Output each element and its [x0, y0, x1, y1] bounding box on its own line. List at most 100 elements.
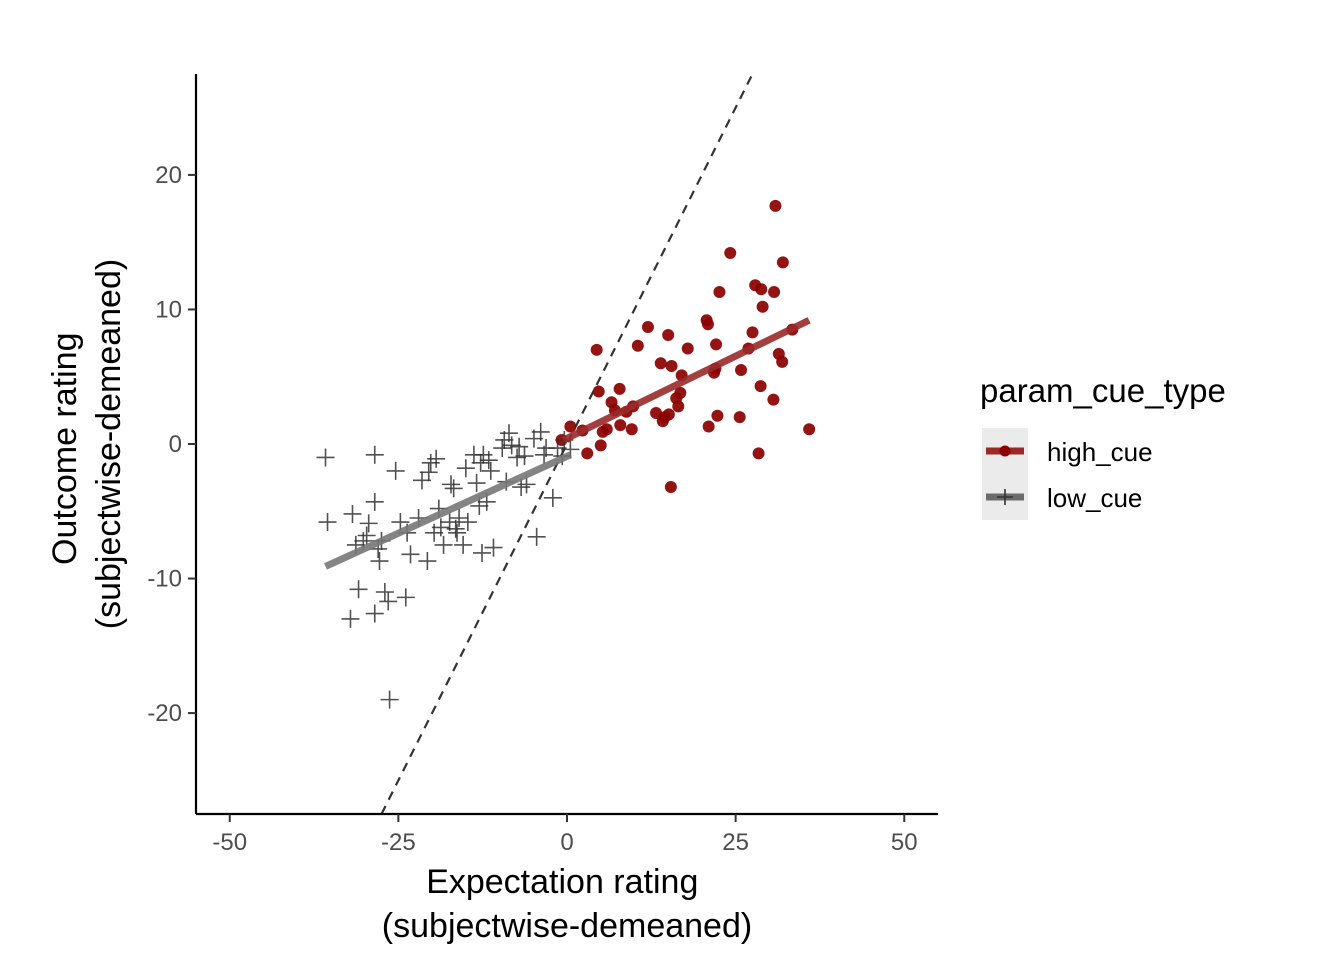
high-cue-point	[662, 329, 675, 342]
high-cue-point	[613, 382, 626, 395]
x-axis-title-line-2: (subjectwise-demeaned)	[382, 907, 752, 945]
fit-lines-layer	[324, 317, 811, 570]
low-cue-point	[343, 504, 362, 523]
low-cue-point	[543, 488, 562, 507]
legend-label-low-cue: low_cue	[1047, 483, 1142, 513]
high-cue-point	[625, 423, 638, 436]
high-cue-point	[592, 385, 605, 398]
high-cue-point	[662, 408, 675, 421]
legend: param_cue_type high_cue low_cue	[980, 372, 1226, 520]
high-cue-point	[654, 357, 667, 370]
low-cue-point	[448, 523, 467, 542]
low-cue-point	[316, 448, 335, 467]
y-tick-label: 10	[155, 296, 182, 323]
high-cue-point	[756, 300, 769, 313]
y-tick-label: 20	[155, 162, 182, 189]
high-cue-point	[735, 364, 748, 376]
x-tick-label: 50	[891, 829, 918, 856]
legend-high-cue-marker	[999, 445, 1011, 457]
low-cue-point	[427, 449, 446, 468]
legend-key-low-cue	[986, 489, 1024, 505]
high-cue-point	[767, 393, 780, 406]
high-cue-fit-line	[562, 317, 811, 444]
low-cue-point	[484, 538, 503, 557]
y-axis-title-line-2: (subjectwise-demeaned)	[90, 259, 128, 629]
low-cue-point	[531, 422, 550, 441]
high-cue-point	[702, 420, 715, 433]
x-axis-ticks: -50 -25 0 25 50	[212, 814, 918, 856]
low-cue-point	[380, 690, 399, 709]
low-cue-point	[349, 580, 368, 599]
low-cue-point	[508, 448, 527, 467]
low-cue-point	[418, 552, 437, 571]
low-cue-point	[467, 474, 486, 493]
low-cue-point	[454, 535, 473, 554]
low-cue-point	[421, 453, 440, 472]
high-cue-point	[664, 481, 677, 494]
high-cue-point	[600, 423, 613, 436]
low-cue-point	[434, 535, 453, 554]
low-cue-point	[446, 519, 465, 538]
low-cue-point	[444, 479, 463, 498]
low-cue-point	[370, 552, 389, 571]
low-cue-point	[359, 514, 378, 533]
high-cue-point	[564, 420, 577, 433]
low-cue-point	[365, 604, 384, 623]
low-cue-point	[479, 451, 498, 470]
low-cue-point	[515, 447, 534, 466]
high-cue-point	[631, 339, 644, 352]
low-cue-point	[527, 527, 546, 546]
low-cue-point	[365, 445, 384, 464]
low-cue-point	[450, 509, 469, 527]
low-cue-point	[341, 609, 360, 628]
low-cue-point	[481, 461, 500, 480]
high-cue-point	[641, 320, 654, 333]
low-cue-point	[386, 461, 405, 480]
low-cue-fit-line	[324, 451, 572, 570]
high-cue-point	[769, 199, 782, 212]
high-cue-point	[752, 447, 765, 460]
low-cue-point	[318, 513, 337, 532]
high-cue-point	[674, 386, 687, 399]
y-tick-label: -20	[147, 700, 182, 727]
y-axis-title: Outcome rating (subjectwise-demeaned)	[46, 259, 128, 629]
low-cue-point	[357, 526, 376, 545]
low-cue-point	[419, 463, 438, 482]
legend-key-bg	[982, 428, 1028, 520]
y-tick-label: -10	[147, 566, 182, 593]
legend-key-high-cue	[986, 445, 1024, 457]
low-cue-point	[510, 437, 529, 456]
legend-title: param_cue_type	[980, 372, 1226, 409]
low-cue-point	[375, 583, 394, 601]
high-cue-point	[594, 439, 607, 452]
high-cue-point	[614, 419, 627, 432]
high-cue-point	[776, 355, 789, 368]
x-axis-title: Expectation rating (subjectwise-demeaned…	[382, 863, 752, 945]
high-cue-point	[733, 411, 746, 424]
high-cue-point	[711, 409, 724, 422]
low-cue-point	[441, 475, 460, 494]
x-tick-label: 0	[560, 829, 573, 856]
low-cue-point	[456, 459, 475, 478]
low-cue-point	[502, 436, 521, 455]
low-cue-point	[499, 424, 518, 443]
low-cue-point	[474, 445, 493, 464]
low-cue-point	[379, 592, 398, 611]
high-cue-point	[768, 285, 781, 298]
high-cue-point	[681, 342, 694, 355]
legend-low-cue-marker	[997, 489, 1013, 505]
identity-line	[380, 73, 754, 814]
low-cue-point	[458, 513, 477, 532]
low-cue-point	[391, 513, 410, 532]
x-tick-label: 25	[722, 829, 749, 856]
high-cue-point	[746, 326, 759, 339]
low-cue-point	[471, 453, 490, 472]
low-cue-point	[365, 492, 384, 511]
x-tick-label: -25	[381, 829, 416, 856]
high-cue-point	[701, 318, 714, 331]
identity-line-layer	[380, 73, 754, 814]
high-cue-point	[776, 256, 789, 269]
legend-label-high-cue: high_cue	[1047, 437, 1153, 467]
high-cue-point	[665, 359, 678, 372]
